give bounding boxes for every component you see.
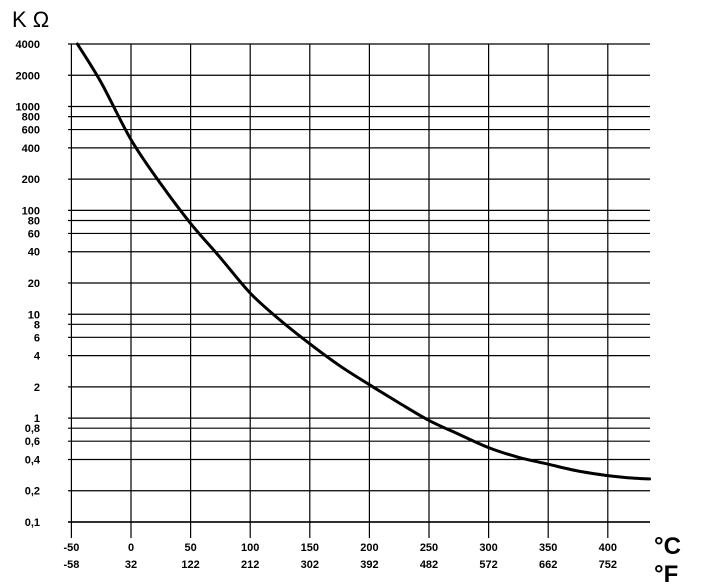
grid [68,43,650,538]
y-tick-label: 0,4 [25,454,41,466]
x-tick-label-fahrenheit: 212 [241,559,259,571]
x-tick-label-celsius: 0 [128,542,134,554]
y-tick-label: 0,8 [25,423,40,435]
x-tick-label-fahrenheit: 752 [599,559,617,571]
x-tick-label-fahrenheit: 122 [181,559,199,571]
y-tick-label: 0,2 [25,486,40,498]
x-axis-fahrenheit-unit: °F [654,561,678,588]
x-tick-label-fahrenheit: 302 [301,559,319,571]
curve-layer [75,42,651,481]
x-tick-label-celsius: 50 [184,542,196,554]
x-tick-labels: -50 -58 0 32 50 122 100 212 150 302 200 392 250 482 30… [63,542,617,571]
x-tick-label-celsius: 400 [599,542,617,554]
y-tick-label: 6 [34,332,40,344]
x-tick-label-celsius: 200 [360,542,378,554]
y-axis-unit-label: K Ω [12,7,49,32]
x-tick-label-celsius: 250 [420,542,438,554]
y-tick-label: 2 [34,382,40,394]
y-tick-label: 400 [22,143,40,155]
y-tick-label: 4000 [16,39,40,51]
x-tick-label-celsius: 300 [479,542,497,554]
y-tick-label: 2000 [16,70,40,82]
x-axis-celsius-unit: °C [654,533,681,560]
x-tick-label-fahrenheit: 482 [420,559,438,571]
x-tick-label-celsius: -50 [63,542,79,554]
y-tick-label: 1 [34,413,40,425]
y-tick-label: 200 [22,174,40,186]
y-tick-label: 8 [34,319,40,331]
x-tick-label-celsius: 100 [241,542,259,554]
x-tick-label-celsius: 350 [539,542,557,554]
y-tick-label: 80 [28,215,40,227]
x-tick-label-fahrenheit: -58 [63,559,79,571]
y-tick-label: 0,1 [25,517,40,529]
y-tick-label: 1000 [16,102,40,114]
y-tick-label: 10 [28,309,40,321]
y-tick-label: 4 [34,351,41,363]
resistance-curve [75,42,651,481]
y-tick-label: 20 [28,278,40,290]
y-tick-label: 40 [28,247,40,259]
y-tick-label: 800 [22,112,40,124]
x-tick-label-fahrenheit: 662 [539,559,557,571]
y-tick-label: 0,6 [25,436,40,448]
x-tick-label-celsius: 150 [301,542,319,554]
x-tick-label-fahrenheit: 392 [360,559,378,571]
y-tick-label: 60 [28,228,40,240]
x-tick-label-fahrenheit: 32 [125,559,137,571]
y-tick-label: 600 [22,125,40,137]
x-tick-label-fahrenheit: 572 [479,559,497,571]
y-tick-label: 100 [22,205,40,217]
